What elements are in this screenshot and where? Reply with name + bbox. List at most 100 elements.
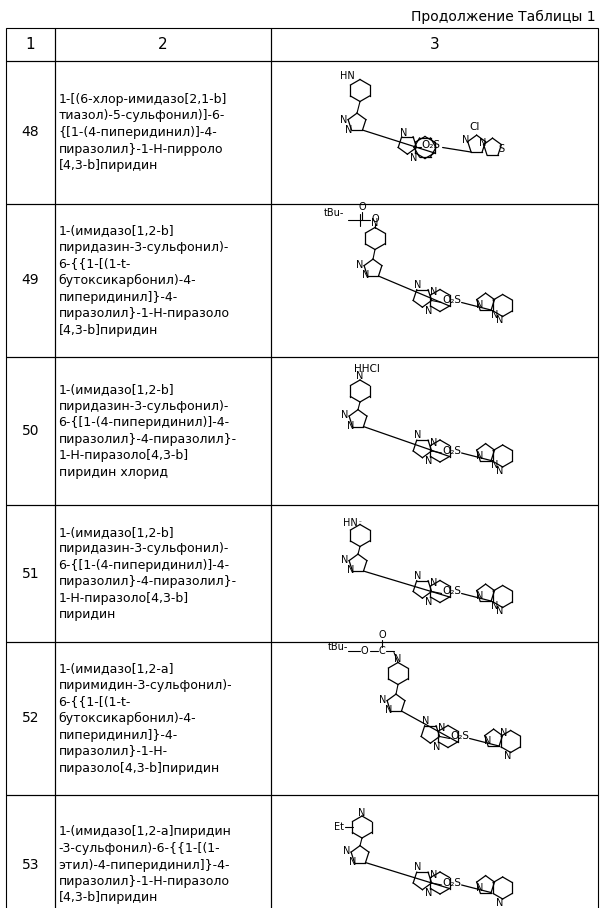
Bar — [54, 357, 271, 505]
Text: HN: HN — [339, 71, 355, 81]
Text: Cl: Cl — [469, 123, 480, 133]
Text: N: N — [430, 438, 437, 448]
Text: O₂S: O₂S — [442, 878, 461, 888]
Text: N: N — [425, 597, 432, 607]
Text: N: N — [438, 723, 445, 733]
Text: O₂S: O₂S — [442, 587, 461, 597]
Text: N: N — [425, 457, 432, 467]
Text: N: N — [479, 138, 486, 148]
Bar — [271, 795, 598, 908]
Text: 1-(имидазо[1,2-a]пиридин
-3-сульфонил)-6-{{1-[(1-
этил)-4-пиперидинил]}-4-
пираз: 1-(имидазо[1,2-a]пиридин -3-сульфонил)-6… — [59, 825, 231, 904]
Bar — [6, 204, 54, 357]
Bar — [271, 61, 598, 204]
Bar — [54, 28, 271, 61]
Text: N: N — [496, 898, 503, 908]
Text: N: N — [496, 315, 503, 325]
Bar — [271, 505, 598, 642]
Text: 1-(имидазо[1,2-b]
пиридазин-3-сульфонил)-
6-{[1-(4-пиперидинил)]-4-
пиразолил}-4: 1-(имидазо[1,2-b] пиридазин-3-сульфонил)… — [59, 383, 237, 479]
Text: N: N — [430, 287, 437, 297]
Text: N: N — [425, 306, 432, 316]
Text: 49: 49 — [22, 273, 39, 288]
Text: N: N — [362, 270, 369, 280]
Text: N: N — [430, 578, 437, 588]
Text: N: N — [356, 260, 364, 270]
Text: N: N — [349, 856, 356, 866]
Text: –: – — [359, 519, 361, 524]
Bar — [54, 505, 271, 642]
Bar — [6, 61, 54, 204]
Text: O₂S: O₂S — [421, 141, 440, 151]
Bar — [271, 204, 598, 357]
Text: N: N — [477, 300, 484, 310]
Bar — [54, 61, 271, 204]
Text: N: N — [344, 846, 351, 856]
Text: N: N — [356, 371, 364, 381]
Text: N: N — [477, 591, 484, 601]
Text: tBu-: tBu- — [324, 209, 344, 219]
Text: N: N — [341, 114, 348, 124]
Text: O: O — [360, 646, 368, 656]
Text: N: N — [484, 736, 492, 746]
Text: N: N — [358, 808, 365, 818]
Text: 1-(имидазо[1,2-b]
пиридазин-3-сульфонил)-
6-{[1-(4-пиперидинил)]-4-
пиразолил}-4: 1-(имидазо[1,2-b] пиридазин-3-сульфонил)… — [59, 526, 237, 621]
Text: O: O — [358, 202, 366, 212]
Text: tBu-: tBu- — [327, 643, 348, 653]
Bar — [271, 28, 598, 61]
Text: N: N — [425, 889, 432, 899]
Bar — [6, 642, 54, 795]
Text: N: N — [371, 219, 379, 229]
Text: O₂S: O₂S — [442, 446, 461, 456]
Text: 48: 48 — [22, 125, 39, 140]
Bar — [54, 204, 271, 357]
Text: N: N — [496, 466, 503, 476]
Text: N: N — [433, 742, 440, 752]
Bar — [6, 505, 54, 642]
Text: Et: Et — [334, 822, 344, 832]
Text: N: N — [477, 450, 484, 460]
Text: 1-(имидазо[1,2-b]
пиридазин-3-сульфонил)-
6-{{1-[(1-t-
бутоксикарбонил)-4-
пипер: 1-(имидазо[1,2-b] пиридазин-3-сульфонил)… — [59, 224, 230, 337]
Text: N: N — [347, 420, 354, 430]
Text: 1: 1 — [25, 37, 35, 52]
Text: N: N — [492, 460, 499, 470]
Text: HN: HN — [343, 518, 358, 528]
Text: N: N — [347, 565, 354, 575]
Bar — [271, 357, 598, 505]
Text: N: N — [496, 607, 503, 617]
Text: N: N — [414, 430, 422, 440]
Bar — [6, 28, 54, 61]
Bar — [6, 357, 54, 505]
Bar — [54, 642, 271, 795]
Text: N: N — [394, 655, 402, 665]
Text: N: N — [504, 752, 512, 762]
Text: 52: 52 — [22, 712, 39, 725]
Text: N: N — [430, 870, 437, 880]
Text: N: N — [379, 695, 387, 705]
Text: N: N — [492, 310, 499, 320]
Text: O: O — [371, 214, 379, 224]
Text: C: C — [379, 646, 385, 656]
Text: O₂S: O₂S — [442, 295, 461, 305]
Text: N: N — [462, 134, 469, 144]
Text: 51: 51 — [22, 567, 39, 580]
Text: N: N — [501, 728, 508, 738]
Text: HHCl: HHCl — [354, 364, 380, 374]
Text: N: N — [400, 128, 407, 138]
Text: O: O — [378, 630, 386, 640]
Text: N: N — [414, 863, 422, 873]
Text: S: S — [498, 143, 504, 153]
Text: 1-(имидазо[1,2-a]
пиримидин-3-сульфонил)-
6-{{1-[(1-t-
бутоксикарбонил)-4-
пипер: 1-(имидазо[1,2-a] пиримидин-3-сульфонил)… — [59, 663, 232, 775]
Text: 1-[(6-хлор-имидазо[2,1-b]
тиазол)-5-сульфонил)]-6-
{[1-(4-пиперидинил)]-4-
пираз: 1-[(6-хлор-имидазо[2,1-b] тиазол)-5-суль… — [59, 93, 227, 172]
Text: 2: 2 — [158, 37, 167, 52]
Text: N: N — [422, 716, 429, 725]
Text: 53: 53 — [22, 858, 39, 872]
Text: N: N — [345, 125, 352, 135]
Text: N: N — [410, 153, 417, 163]
Text: Продолжение Таблицы 1: Продолжение Таблицы 1 — [411, 10, 596, 25]
Text: 50: 50 — [22, 424, 39, 438]
Text: O₂S: O₂S — [450, 732, 469, 742]
Text: N: N — [341, 555, 349, 565]
Text: N: N — [385, 706, 392, 716]
Text: N: N — [414, 570, 422, 581]
Text: 3: 3 — [429, 37, 439, 52]
Bar — [54, 795, 271, 908]
